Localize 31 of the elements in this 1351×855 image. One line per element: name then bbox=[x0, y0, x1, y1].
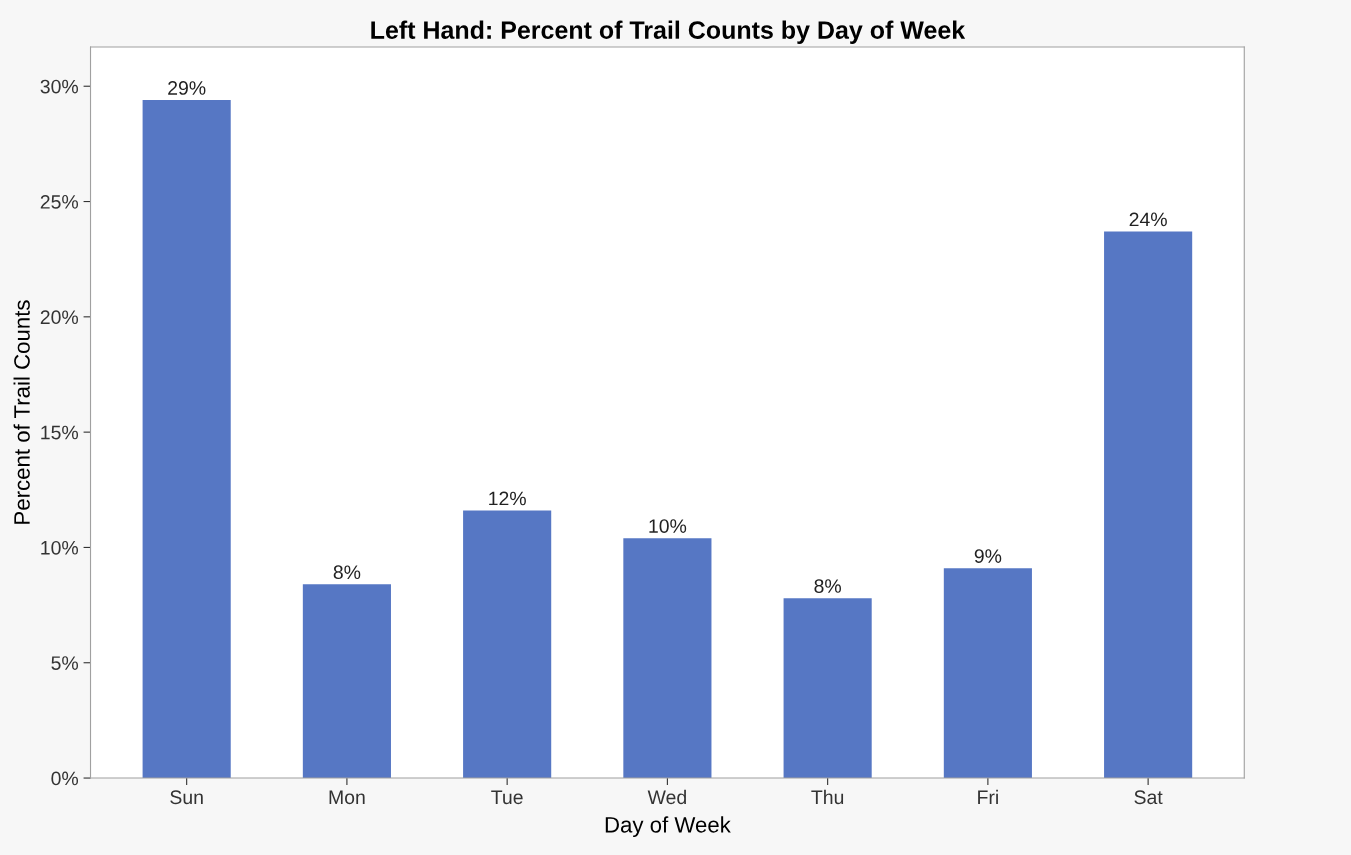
data-label: 8% bbox=[333, 565, 361, 580]
y-tick-label: 15% bbox=[41, 425, 79, 440]
x-tick-label: Tue bbox=[491, 790, 523, 805]
bar bbox=[302, 584, 391, 779]
bar bbox=[1104, 231, 1193, 779]
y-tick-label: 5% bbox=[51, 656, 79, 670]
x-tick-label: Wed bbox=[647, 789, 686, 805]
x-tick-label: Mon bbox=[329, 790, 365, 805]
y-tick-label: 30% bbox=[40, 79, 79, 94]
x-tick-label: Fri bbox=[978, 789, 998, 804]
x-tick-label: Sat bbox=[1134, 790, 1163, 805]
x-tick-label: Sun bbox=[170, 790, 203, 805]
x-tick-label: Thu bbox=[811, 789, 844, 805]
y-tick-label: 0% bbox=[51, 771, 79, 786]
bar bbox=[623, 538, 712, 779]
bar bbox=[142, 100, 231, 779]
bar bbox=[463, 510, 552, 779]
data-label: 24% bbox=[1129, 212, 1167, 227]
data-label: 9% bbox=[974, 549, 1002, 563]
chart-title: Left Hand: Percent of Trail Counts by Day of Week bbox=[371, 20, 966, 44]
y-tick-label: 25% bbox=[40, 195, 79, 209]
data-label: 29% bbox=[168, 81, 206, 95]
data-label: 8% bbox=[814, 579, 841, 593]
y-axis-title: Percent of Trail Counts bbox=[13, 300, 30, 524]
y-tick-label: 20% bbox=[40, 310, 79, 325]
bar bbox=[943, 568, 1032, 779]
data-label: 12% bbox=[489, 491, 526, 506]
data-label: 10% bbox=[649, 519, 687, 533]
x-axis-title: Day of Week bbox=[605, 816, 731, 838]
bar bbox=[783, 598, 872, 779]
y-tick-label: 10% bbox=[41, 540, 79, 555]
